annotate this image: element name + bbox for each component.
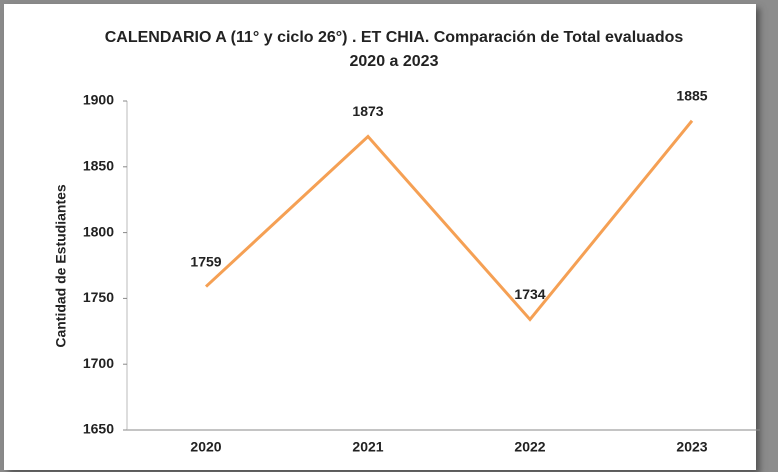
- data-label: 1759: [190, 253, 221, 269]
- y-axis-label: Cantidad de Estudiantes: [53, 184, 69, 348]
- y-tick-label: 1800: [83, 223, 114, 239]
- x-tick-label: 2020: [190, 439, 221, 455]
- y-tick-label: 1900: [83, 92, 114, 108]
- y-tick-label: 1700: [83, 355, 114, 371]
- x-tick-label: 2023: [676, 439, 707, 455]
- x-tick-label: 2021: [352, 439, 383, 455]
- x-tick-label: 2022: [514, 439, 545, 455]
- line: [204, 119, 694, 322]
- chart-frame: CALENDARIO A (11° y ciclo 26°) . ET CHIA…: [4, 4, 756, 470]
- data-label: 1734: [514, 286, 545, 302]
- data-label: 1885: [676, 87, 707, 103]
- y-tick-label: 1750: [83, 289, 114, 305]
- chart-title: CALENDARIO A (11° y ciclo 26°) . ET CHIA…: [104, 29, 684, 70]
- y-tick-label: 1850: [83, 158, 114, 174]
- y-tick-label: 1650: [83, 421, 114, 437]
- data-label: 1873: [352, 103, 383, 119]
